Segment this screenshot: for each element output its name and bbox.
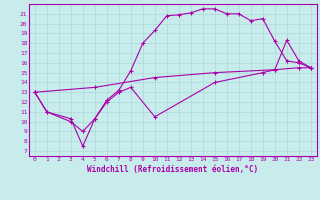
X-axis label: Windchill (Refroidissement éolien,°C): Windchill (Refroidissement éolien,°C) bbox=[87, 165, 258, 174]
